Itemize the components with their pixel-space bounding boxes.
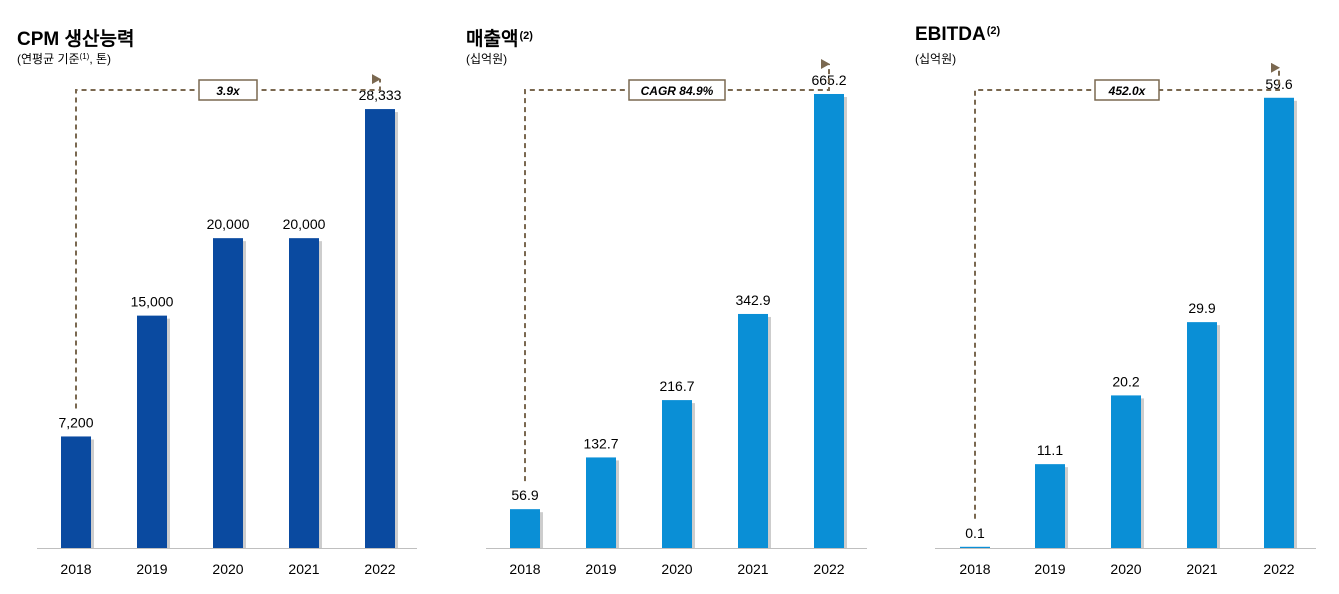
x-tick-label-2022: 2022 [364, 561, 395, 577]
bar-2022 [365, 109, 395, 549]
bar-2021 [289, 238, 319, 548]
bar-2018 [960, 546, 990, 548]
bar-2021 [1187, 322, 1217, 548]
value-label-2020: 20.2 [1112, 373, 1139, 389]
x-tick-label-2020: 2020 [1110, 561, 1141, 577]
value-label-2021: 342.9 [735, 292, 770, 308]
growth-annotation-text: CAGR 84.9% [641, 84, 714, 98]
chart-panel-ebitda: EBITDA(2) (십억원) 0.1 2018 11.1 2019 20.2 2020 2… [899, 0, 1339, 594]
chart-subtitle: (연평균 기준(1), 톤) [17, 52, 112, 66]
chart-subtitle: (십억원) [466, 52, 508, 66]
x-tick-label-2018: 2018 [60, 561, 91, 577]
x-tick-label-2021: 2021 [1186, 561, 1217, 577]
chart-subtitle: (십억원) [915, 52, 957, 66]
bar-2020 [662, 400, 692, 548]
x-tick-label-2020: 2020 [212, 561, 243, 577]
value-label-2020: 20,000 [207, 216, 250, 232]
growth-annotation-box [198, 79, 258, 101]
value-label-2022: 28,333 [359, 87, 402, 103]
x-tick-label-2018: 2018 [509, 561, 540, 577]
x-tick-label-2022: 2022 [1263, 561, 1294, 577]
x-tick-label-2019: 2019 [136, 561, 167, 577]
bar-2020 [213, 238, 243, 548]
chart-title: 매출액(2) [466, 29, 533, 50]
chart-title: EBITDA(2) [915, 24, 1001, 45]
x-tick-label-2019: 2019 [1034, 561, 1065, 577]
growth-annotation-text: 452.0x [1108, 84, 1147, 98]
bar-chart-revenue: 56.92018132.72019216.72020342.92021665.2… [486, 58, 867, 577]
x-tick-label-2018: 2018 [959, 561, 990, 577]
bar-chart-cpm: 7,200 2018 15,000 2019 20,000 2020 20,000 2021 2… [37, 74, 417, 577]
x-tick-label-2020: 2020 [661, 561, 692, 577]
value-label-2020: 216.7 [659, 378, 694, 394]
bar-2020 [1111, 395, 1141, 548]
value-label-2021: 20,000 [283, 216, 326, 232]
growth-annotation-text: 3.9x [216, 84, 241, 98]
value-label-2018: 0.1 [965, 525, 985, 541]
value-label-2018: 7,200 [58, 414, 93, 430]
bar-2019 [137, 315, 167, 548]
bar-2019 [586, 457, 616, 548]
chart-title: CPM 생산능력 [17, 29, 135, 50]
bar-2019 [1035, 464, 1065, 548]
x-tick-label-2021: 2021 [737, 561, 768, 577]
growth-annotation-box [1094, 79, 1160, 101]
value-label-2019: 15,000 [131, 294, 174, 310]
bar-2018 [510, 509, 540, 548]
value-label-2021: 29.9 [1188, 300, 1215, 316]
value-label-2019: 132.7 [583, 435, 618, 451]
growth-annotation-box [628, 79, 726, 101]
bar-2021 [738, 313, 768, 548]
x-tick-label-2021: 2021 [288, 561, 319, 577]
bar-chart-ebitda: 0.1201811.1201920.2202029.9202159.620224… [935, 62, 1316, 577]
value-label-2018: 56.9 [511, 487, 538, 503]
chart-panel-cpm: CPM 생산능력 (연평균 기준(1), 톤) 7,200 2018 15,000 2… [0, 0, 440, 594]
chart-panel-revenue: 매출액(2) (십억원) 56.9 2018 132.7 2019 216.7 2020 3… [450, 0, 890, 594]
bar-2022 [814, 93, 844, 548]
x-tick-label-2022: 2022 [813, 561, 844, 577]
bar-2022 [1264, 97, 1294, 548]
bar-2018 [61, 436, 91, 548]
value-label-2019: 11.1 [1037, 442, 1063, 458]
x-tick-label-2019: 2019 [585, 561, 616, 577]
